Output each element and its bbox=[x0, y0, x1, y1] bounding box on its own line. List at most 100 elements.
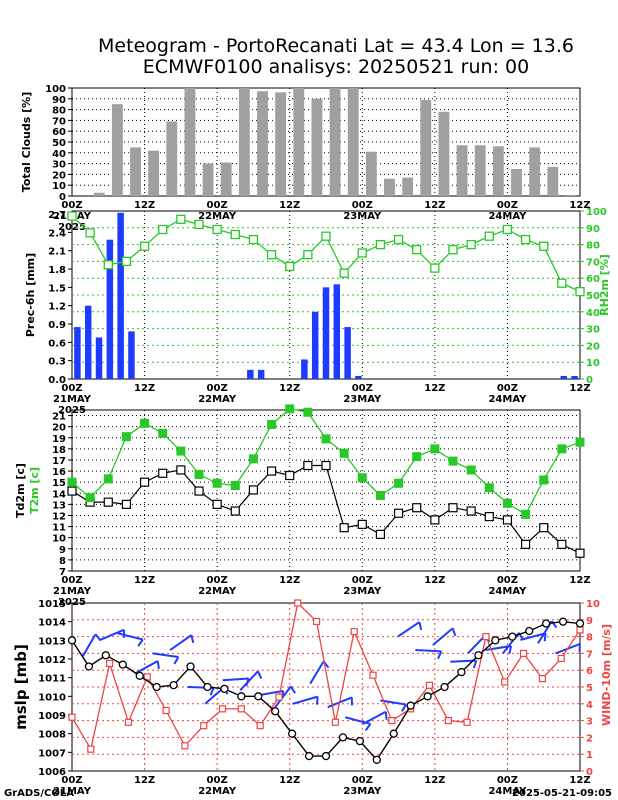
wind-barb-flag bbox=[315, 696, 319, 705]
y-tick-label: 14 bbox=[52, 489, 66, 500]
td2m-marker bbox=[248, 485, 259, 495]
x-tick-label: 00Z bbox=[352, 775, 373, 786]
y-right-tick-label: 80 bbox=[586, 241, 600, 252]
td2m-marker bbox=[67, 486, 77, 496]
wind-marker bbox=[557, 654, 565, 663]
t2m-marker bbox=[285, 404, 295, 414]
chart-title-line2: ECMWF0100 analisys: 20250521 run: 00 bbox=[143, 56, 529, 78]
wind-marker bbox=[275, 693, 283, 701]
t2m-marker bbox=[484, 483, 494, 493]
t2m-marker bbox=[248, 454, 258, 464]
y-tick-label: 10 bbox=[52, 181, 66, 192]
y-tick-label: 9 bbox=[59, 545, 66, 556]
wind-marker bbox=[482, 632, 490, 641]
rh-marker bbox=[248, 234, 259, 245]
precip-bar bbox=[333, 284, 341, 379]
cloud-bar bbox=[166, 121, 178, 196]
wind-marker bbox=[181, 742, 189, 750]
mslp-marker bbox=[152, 682, 161, 692]
precip-bar bbox=[344, 327, 351, 379]
rh-marker bbox=[67, 211, 77, 221]
wind-barb-flag bbox=[137, 638, 144, 647]
wind-marker bbox=[218, 705, 227, 713]
y-tick-label: 0.6 bbox=[48, 338, 66, 349]
wind-barb-flag bbox=[543, 633, 547, 642]
wind-marker bbox=[294, 599, 302, 607]
x-tick-label: 12Z bbox=[424, 775, 445, 786]
cloud-bar bbox=[130, 147, 141, 196]
precip-bar bbox=[247, 369, 254, 379]
mslp-marker bbox=[372, 755, 381, 764]
wind-barb-flag bbox=[256, 670, 263, 679]
x-tick-label: 12Z bbox=[279, 200, 300, 211]
x-tick-label: 12Z bbox=[134, 383, 155, 394]
y-tick-label: 8 bbox=[59, 556, 66, 567]
wind-barb-flag bbox=[418, 621, 423, 631]
rh-marker bbox=[121, 256, 132, 267]
t2m-marker bbox=[375, 490, 385, 500]
cloud-bar bbox=[202, 163, 214, 196]
td2m-marker bbox=[375, 529, 386, 539]
y-right-tick-label: 3 bbox=[586, 717, 593, 728]
wind-marker bbox=[312, 617, 321, 626]
precip-bar bbox=[84, 305, 92, 379]
y-tick-label: 100 bbox=[45, 84, 66, 95]
y-right-tick-label: 30 bbox=[586, 325, 600, 336]
precip-bar bbox=[95, 337, 103, 379]
x-date-label: 21MAY bbox=[53, 586, 92, 597]
cloud-bar bbox=[474, 145, 486, 196]
td2m-marker bbox=[539, 523, 549, 533]
cloud-bar bbox=[384, 178, 395, 196]
mslp-marker bbox=[406, 701, 415, 710]
x-date-label: 22MAY bbox=[198, 211, 237, 222]
td2m-marker bbox=[412, 503, 422, 513]
wind-barb-flag bbox=[401, 704, 407, 712]
y-tick-label: 70 bbox=[52, 116, 66, 127]
wind-barb bbox=[485, 644, 512, 652]
y-right-tick-label: 0 bbox=[586, 767, 593, 778]
wind-barb-flag bbox=[508, 645, 513, 655]
y-tick-label: 0 bbox=[59, 192, 66, 203]
y-axis-label: RH2m [%] bbox=[598, 254, 611, 316]
y-tick-label: 20 bbox=[52, 423, 66, 434]
wind-barb bbox=[520, 632, 546, 641]
wind-barb bbox=[309, 660, 325, 685]
precip-bar bbox=[106, 239, 114, 379]
t2m-marker bbox=[539, 475, 549, 485]
precip-bar bbox=[128, 331, 135, 379]
precip-bar bbox=[74, 327, 81, 379]
rh-marker bbox=[176, 214, 186, 225]
rh-marker bbox=[557, 278, 567, 288]
y-axis-label: T2m [c] bbox=[28, 467, 41, 514]
y-right-tick-label: 0 bbox=[586, 375, 593, 386]
y-tick-label: 0.9 bbox=[48, 320, 66, 331]
x-date-label: 22MAY bbox=[198, 786, 237, 797]
y-tick-label: 13 bbox=[52, 500, 66, 511]
y-tick-label: 1008 bbox=[38, 730, 66, 741]
y-tick-label: 18 bbox=[52, 445, 66, 456]
y-tick-label: 1012 bbox=[38, 655, 66, 666]
y-right-tick-label: 90 bbox=[586, 224, 600, 235]
x-tick-label: 00Z bbox=[61, 775, 82, 786]
wind-marker bbox=[576, 626, 584, 634]
x-date-label: 24MAY bbox=[488, 394, 527, 405]
y-tick-label: 1.2 bbox=[48, 302, 66, 313]
t2m-marker bbox=[267, 419, 277, 429]
cloud-bar bbox=[220, 162, 232, 196]
t2m-marker bbox=[140, 418, 150, 428]
y-tick-label: 16 bbox=[52, 467, 66, 478]
y-tick-label: 1010 bbox=[38, 692, 66, 703]
mslp-marker bbox=[389, 729, 398, 738]
y-tick-label: 1014 bbox=[38, 618, 66, 629]
precip-bar bbox=[311, 311, 319, 379]
x-date-label: 21MAY bbox=[53, 786, 92, 797]
wind-marker bbox=[519, 649, 528, 658]
td2m-marker bbox=[520, 539, 531, 549]
y-tick-label: 0.0 bbox=[48, 375, 66, 386]
td2m-marker bbox=[339, 523, 349, 533]
wind-marker bbox=[425, 681, 434, 689]
y-right-tick-label: 10 bbox=[586, 599, 600, 610]
mslp-line bbox=[71, 620, 581, 761]
rh-marker bbox=[321, 231, 331, 241]
mslp-marker bbox=[558, 617, 568, 626]
